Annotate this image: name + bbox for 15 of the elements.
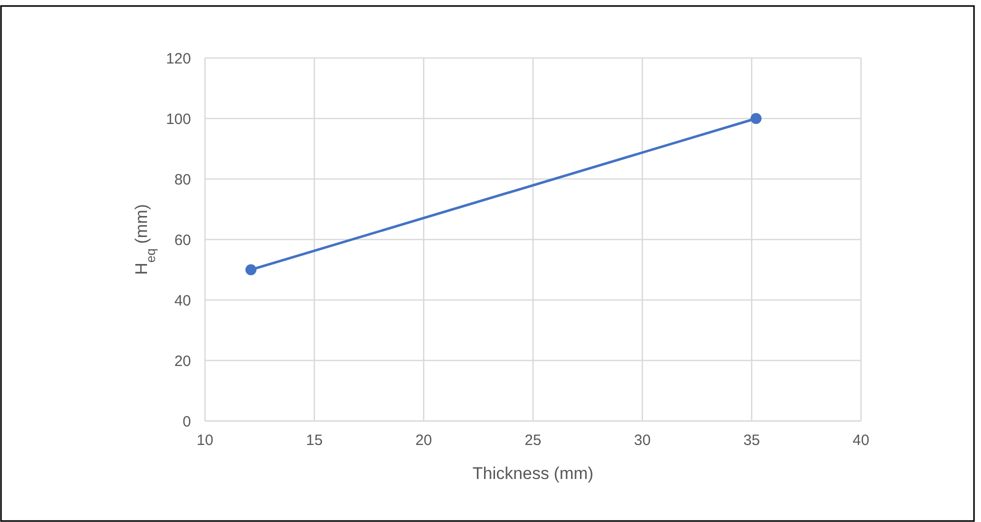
y-tick-label: 0 [182,413,191,430]
y-tick-label: 80 [174,171,191,188]
y-tick-label: 60 [174,232,191,249]
x-tick-label: 10 [196,432,214,449]
y-tick-label: 120 [166,50,191,68]
x-axis-title: Thickness (mm) [472,464,594,483]
y-tick-label: 20 [174,352,191,370]
x-tick-label: 15 [306,432,323,449]
x-tick-label: 25 [524,432,542,449]
x-tick-label: 35 [743,432,760,449]
y-tick-label: 40 [174,292,191,310]
x-tick-label: 40 [852,432,870,449]
x-tick-label: 20 [415,432,432,449]
y-tick-label: 100 [166,110,191,128]
x-tick-label: 30 [634,432,651,449]
